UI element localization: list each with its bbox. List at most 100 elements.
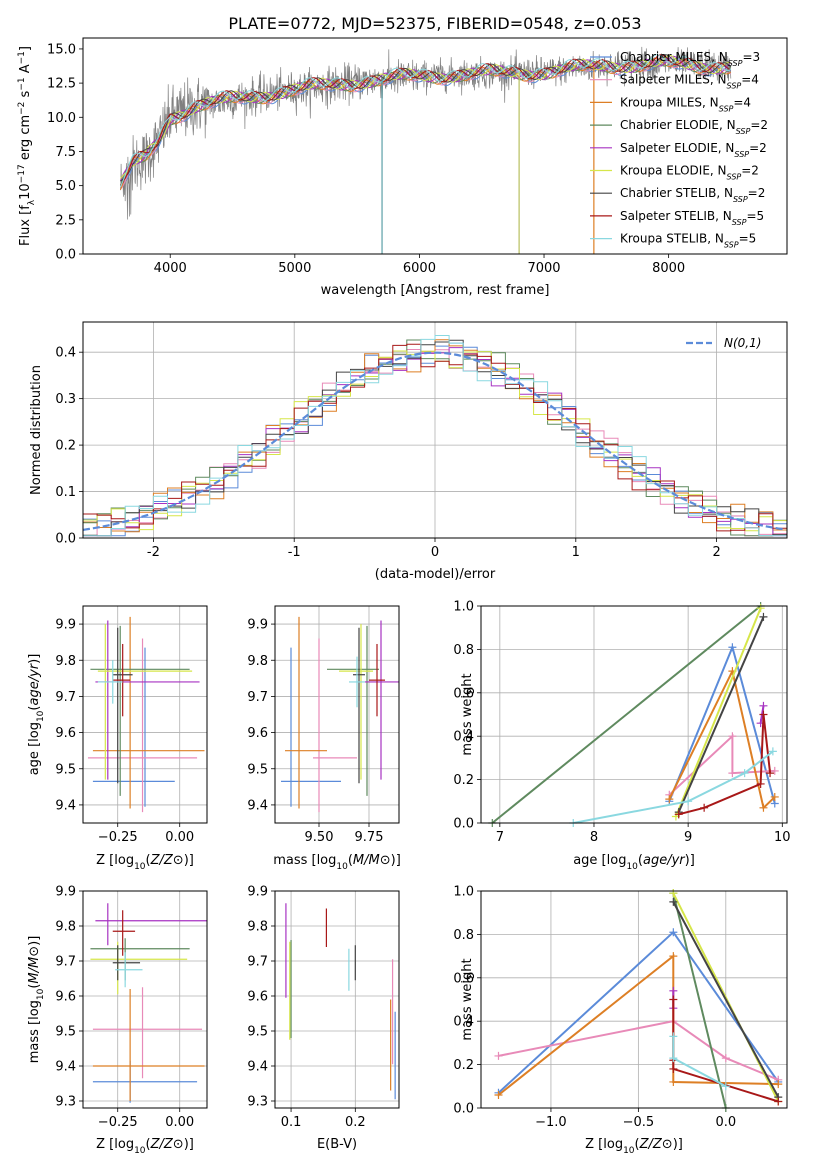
legend-label-part: Chabrier MILES, N xyxy=(620,50,728,64)
errorbar-point xyxy=(112,643,131,717)
axis-label-part: M/M⊙ xyxy=(353,853,391,868)
legend-label-part: Kroupa ELODIE, N xyxy=(620,164,727,178)
y-tick-label: 9.9 xyxy=(55,618,76,633)
mass-weight-line xyxy=(498,1020,779,1081)
y-axis-label-part: λ xyxy=(27,199,37,205)
axis-label-part: 10 xyxy=(626,862,638,872)
axis-label-part: )] xyxy=(673,1137,683,1152)
errorbar-point xyxy=(92,616,205,809)
axis-label-part: ( xyxy=(146,1137,151,1152)
legend-label-sub: SSP xyxy=(728,59,743,68)
y-tick-label: 1.0 xyxy=(453,885,474,900)
mass-weight-marker xyxy=(766,769,775,778)
mass-weight-marker xyxy=(728,643,737,652)
errorbar-point xyxy=(97,624,193,780)
mass-weight-marker xyxy=(669,986,678,995)
axis-label-part: 10 xyxy=(36,988,46,1000)
axis-label-part: ( xyxy=(27,706,42,711)
axis-label-part: mass [log xyxy=(27,1000,42,1063)
axis-label: age [log10(age/yr)] xyxy=(573,853,695,872)
x-tick-label: 1 xyxy=(572,545,580,560)
y-tick-label: 0.0 xyxy=(453,1102,474,1117)
y-tick-label: 12.5 xyxy=(47,77,76,92)
legend-label-part: =4 xyxy=(733,95,751,109)
axis-label-part: )] xyxy=(27,936,42,946)
axis-label-part: 10 xyxy=(623,1146,635,1156)
errorbar-point xyxy=(92,989,205,1101)
axis-label-part: ( xyxy=(635,1137,640,1152)
mass-weight-marker xyxy=(759,710,768,719)
errorbar-point xyxy=(339,624,373,780)
y-tick-label: 9.8 xyxy=(247,654,268,669)
y-axis-label-part: −1 xyxy=(17,51,27,64)
y-tick-label: 1.0 xyxy=(453,600,474,615)
axis-label: Z [log10(Z/Z⊙)] xyxy=(96,1137,194,1156)
legend-label-part: =3 xyxy=(742,50,760,64)
y-tick-label: 0.6 xyxy=(453,686,474,701)
mass-weight-marker xyxy=(674,810,683,819)
y-tick-label: 9.8 xyxy=(55,920,76,935)
x-tick-label: 0.2 xyxy=(345,1115,366,1130)
axis-label-part: ( xyxy=(638,853,643,868)
x-tick-label: 9 xyxy=(684,830,692,845)
axis-label-part: age/yr xyxy=(27,662,42,705)
axis-label-part: Z [log xyxy=(585,1137,623,1152)
legend-label-part: Salpeter STELIB, N xyxy=(620,209,732,223)
y-tick-label: 0.1 xyxy=(55,485,76,500)
mass-weight-marker xyxy=(770,792,779,801)
x-tick-label: 0 xyxy=(431,545,439,560)
mass-weight-marker xyxy=(494,1051,503,1060)
axis-label: Z [log10(Z/Z⊙)] xyxy=(585,1137,683,1156)
legend-label: Chabrier STELIB, NSSP=2 xyxy=(620,186,765,204)
axis-label: mass weight xyxy=(460,958,475,1040)
spectrum-model-line xyxy=(120,54,732,182)
panels-group: 4000 5000 6000 7000 80000.02.55.07.510.012.5… xyxy=(17,37,791,1156)
errorbar-point xyxy=(95,620,200,780)
axis-label-part: Z [log xyxy=(96,1137,134,1152)
y-tick-label: 0.3 xyxy=(55,392,76,407)
x-tick-label: 0.00 xyxy=(165,1115,194,1130)
x-tick-label: 0.0 xyxy=(715,1115,736,1130)
mass-weight-marker xyxy=(669,995,678,1004)
y-tick-label: 15.0 xyxy=(47,42,76,57)
mass-weight-marker xyxy=(700,803,709,812)
spectrum-model-line xyxy=(119,54,732,188)
mass-weight-marker xyxy=(669,889,678,898)
y-axis-label-part: A xyxy=(18,64,33,77)
legend-label: Salpeter STELIB, NSSP=5 xyxy=(620,209,764,227)
spectrum-model-line xyxy=(119,54,732,180)
y-tick-label: 9.3 xyxy=(55,1095,76,1110)
axis-label-part: Z/Z⊙ xyxy=(639,1137,673,1152)
panel-residuals: -2 -1 0 1 2 0.0 0.1 0.2 0.3 0.4 (data-model)/error… xyxy=(29,321,788,582)
y-tick-label: 9.3 xyxy=(247,1095,268,1110)
y-tick-label: 0.0 xyxy=(55,248,76,263)
legend-label-sub: SSP xyxy=(733,195,748,204)
mass-weight-marker xyxy=(770,766,779,775)
mass-weight-marker xyxy=(669,952,678,961)
legend-label-sub: SSP xyxy=(732,217,747,226)
y-tick-label: 9.7 xyxy=(247,690,268,705)
x-tick-label: 0.00 xyxy=(165,830,194,845)
mass-weight-marker xyxy=(669,928,678,937)
legend-label: N(0,1) xyxy=(724,336,761,350)
errorbar-point xyxy=(349,656,365,708)
y-tick-label: 9.5 xyxy=(247,762,268,777)
histogram-series xyxy=(83,335,787,537)
y-tick-label: 5.0 xyxy=(55,179,76,194)
y-tick-label: 9.9 xyxy=(247,618,268,633)
panel-age_vs_Z: −0.25 0.009.49.59.69.79.89.9Z [log10(Z/Z⊙… xyxy=(27,605,208,872)
y-tick-label: 9.6 xyxy=(247,726,268,741)
mass-weight-marker xyxy=(721,1054,730,1063)
x-tick-label: 8000 xyxy=(652,261,685,276)
legend-label-sub: SSP xyxy=(724,240,739,249)
legend-label: Kroupa STELIB, NSSP=5 xyxy=(620,232,756,250)
axis-label-part: Z [log xyxy=(96,853,134,868)
errorbar-point xyxy=(92,647,175,807)
panel-age_vs_mass: 9.50 9.75 9.4 9.5 9.6 9.7 9.8 9.9 mass [log10(M/… xyxy=(247,605,401,872)
mass-weight-line xyxy=(672,901,780,1098)
x-tick-label: 6000 xyxy=(403,261,436,276)
y-tick-label: 9.7 xyxy=(247,955,268,970)
legend-label-part: =2 xyxy=(749,141,767,155)
